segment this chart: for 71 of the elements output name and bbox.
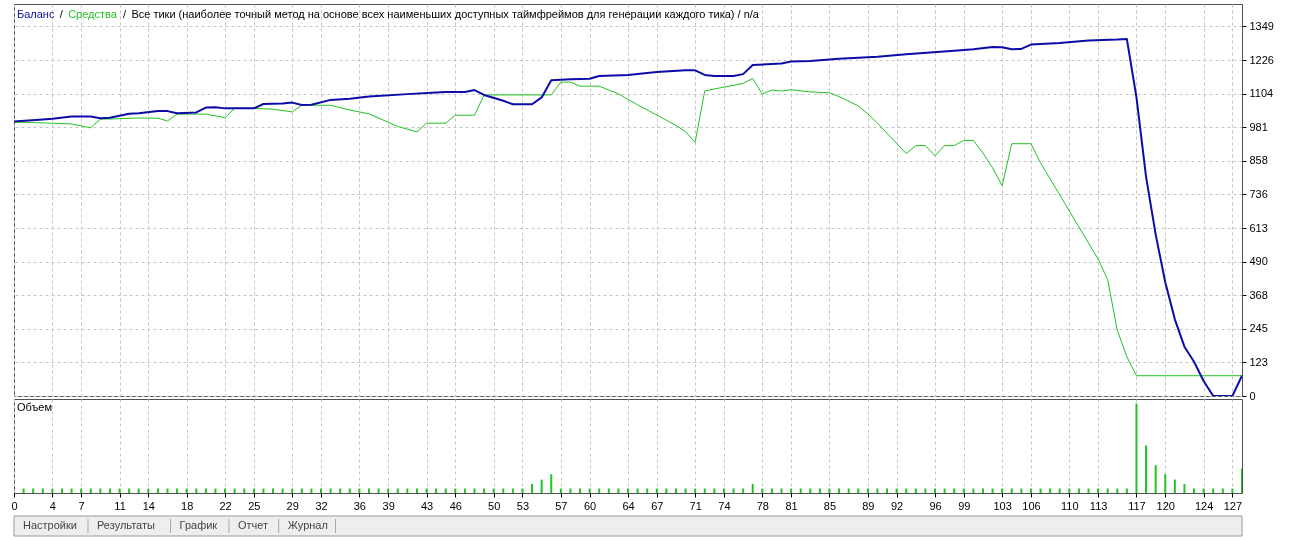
bar (550, 474, 553, 493)
x-tick-label: 120 (1156, 499, 1175, 512)
x-tick-label: 99 (958, 499, 971, 512)
x-tick-label: 43 (420, 499, 434, 512)
x-tick-label: 78 (756, 499, 769, 512)
text: Настройки (23, 519, 77, 531)
bar (1183, 484, 1186, 493)
text: Журнал (287, 519, 328, 531)
x-tick-label: 74 (718, 499, 731, 512)
bar (1135, 403, 1138, 493)
x-tick-label: 71 (689, 499, 702, 512)
x-tick-label: 110 (1061, 499, 1079, 512)
text: Баланс (17, 8, 55, 20)
x-tick-label: 11 (114, 499, 126, 512)
x-tick-label: 124 (1194, 499, 1214, 512)
bar (1154, 465, 1157, 493)
x-tick-label: 67 (651, 499, 664, 512)
x-tick-label: 127 (1223, 499, 1243, 512)
x-tick-label: 39 (382, 499, 395, 512)
x-tick-label: 0 (11, 499, 18, 512)
y-tick-label: 736 (1249, 187, 1268, 200)
x-tick-label: 57 (555, 499, 568, 512)
x-tick-label: 4 (49, 499, 56, 512)
y-tick-label: 981 (1249, 120, 1268, 133)
x-tick-label: 117 (1128, 499, 1146, 512)
x-tick-label: 96 (929, 499, 942, 512)
annotation: / (123, 8, 128, 20)
y-tick-label: 490 (1249, 255, 1268, 268)
chart-title: Все тики (наиболее точный метод на основе всех наименьших доступных таймфреймов для генерации каждого тика) / n/a (131, 8, 760, 20)
bar (1145, 445, 1148, 493)
line-series (14, 78, 1242, 377)
x-tick-label: 22 (219, 499, 232, 512)
y-tick-label: 368 (1249, 288, 1268, 301)
x-tick-label: 106 (1022, 499, 1041, 512)
x-tick-label: 60 (584, 499, 597, 512)
x-tick-label: 89 (862, 499, 875, 512)
x-tick-label: 85 (823, 499, 837, 512)
bar (531, 484, 534, 493)
x-tick-label: 29 (286, 499, 299, 512)
bar (1164, 474, 1167, 493)
x-tick-label: 46 (449, 499, 462, 512)
x-tick-label: 81 (785, 499, 798, 512)
x-tick-label: 14 (142, 499, 155, 512)
x-tick-label: 7 (78, 499, 85, 512)
x-tick-label: 92 (891, 499, 904, 512)
x-tick-label: 36 (353, 499, 366, 512)
y-tick-label: 858 (1249, 154, 1268, 167)
x-tick-label: 25 (248, 499, 261, 512)
y-tick-label: 0 (1249, 389, 1256, 402)
x-tick-label: 113 (1089, 499, 1108, 512)
bar (1173, 479, 1176, 493)
y-tick-label: 613 (1249, 221, 1268, 234)
text: Отчет (237, 519, 269, 531)
chart-title: Объем (17, 401, 53, 413)
x-tick-label: 64 (622, 499, 635, 512)
text: График (179, 519, 218, 531)
y-tick-label: 1226 (1249, 53, 1274, 66)
annotation: / (59, 8, 64, 20)
x-tick-label: 18 (181, 499, 194, 512)
text: Средства (68, 8, 118, 20)
x-tick-label: 53 (516, 499, 530, 512)
y-tick-label: 1104 (1249, 87, 1274, 100)
x-tick-label: 50 (488, 499, 501, 512)
bar (751, 484, 754, 493)
text: Результаты (96, 519, 156, 531)
y-tick-label: 123 (1249, 355, 1268, 368)
y-tick-label: 1349 (1249, 19, 1274, 32)
y-tick-label: 245 (1249, 322, 1268, 335)
x-tick-label: 103 (993, 499, 1012, 512)
x-tick-label: 32 (315, 499, 328, 512)
bar (540, 479, 543, 493)
